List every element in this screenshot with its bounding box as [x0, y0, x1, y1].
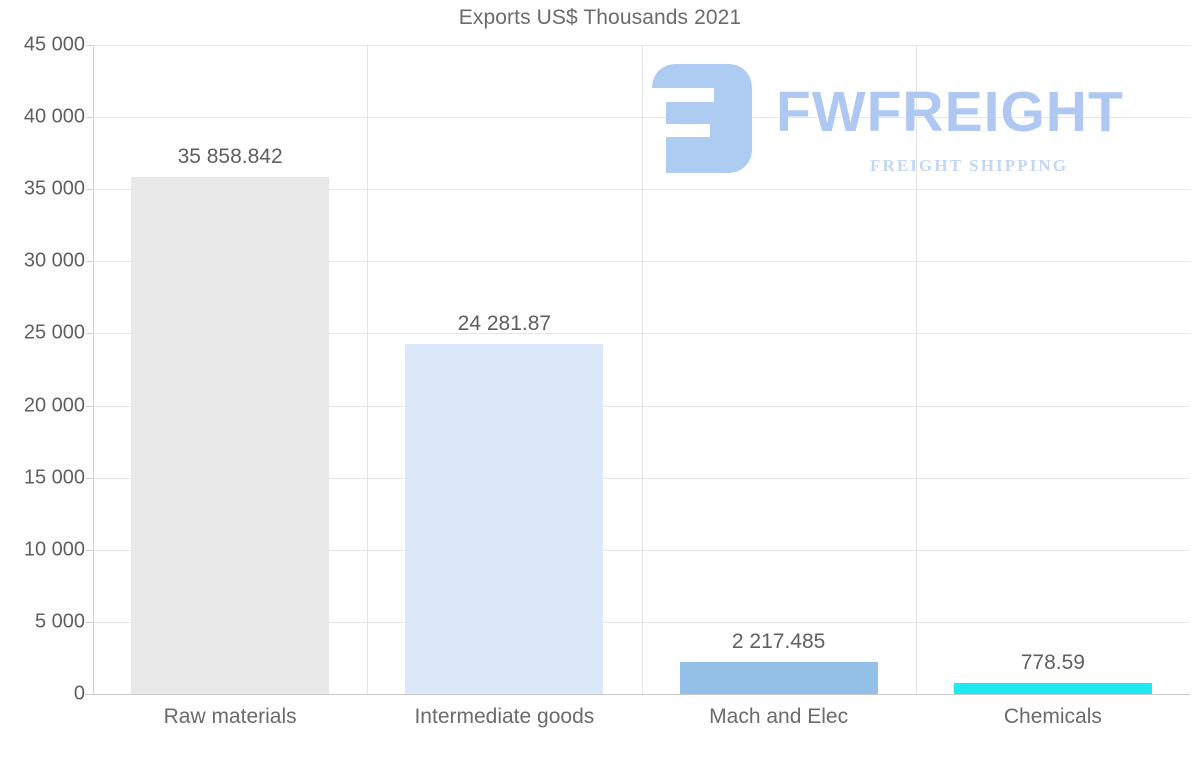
bar[interactable] [405, 343, 604, 694]
category-separator [367, 45, 368, 694]
x-axis-line [85, 694, 1190, 695]
gridline [93, 477, 1190, 479]
y-axis-tick-label: 45 000 [23, 33, 85, 56]
bar-value-label: 2 217.485 [731, 630, 826, 654]
bar-value-label: 24 281.87 [457, 311, 552, 335]
gridline [93, 189, 1190, 191]
x-axis-category-label: Raw materials [163, 705, 297, 728]
y-axis-tick-mark [86, 621, 93, 623]
gridline [93, 261, 1190, 263]
gridline [93, 549, 1190, 551]
gridline [93, 333, 1190, 335]
gridline [93, 405, 1190, 407]
y-axis-tick-label: 15 000 [23, 466, 85, 489]
bar-value-label: 778.59 [1020, 650, 1085, 674]
chart-title: Exports US$ Thousands 2021 [458, 6, 742, 29]
bar-value-label: 35 858.842 [177, 144, 283, 168]
bar[interactable] [679, 662, 878, 694]
y-axis-tick-mark [86, 477, 93, 479]
plot-area: 35 858.842 24 281.87 2 217.485 778.59 [93, 45, 1190, 694]
x-axis-category-label: Chemicals [1003, 705, 1102, 728]
y-axis-tick-label: 35 000 [23, 177, 85, 200]
y-axis-line [93, 45, 94, 695]
y-axis-tick-mark [86, 333, 93, 335]
y-axis-tick-label: 0 [73, 682, 85, 705]
bar[interactable] [953, 682, 1152, 694]
x-axis-category-label: Mach and Elec [709, 705, 849, 728]
y-axis-tick-label: 5 000 [34, 610, 85, 633]
y-axis-tick-mark [86, 117, 93, 119]
gridline [93, 117, 1190, 119]
y-axis-tick-label: 40 000 [23, 105, 85, 128]
y-axis-tick-mark [86, 45, 93, 46]
y-axis-tick-mark [86, 189, 93, 191]
y-axis: 0 5 000 10 000 15 000 20 000 25 000 30 000 35 0… [0, 0, 93, 763]
y-axis-tick-label: 25 000 [23, 321, 85, 344]
gridline [93, 45, 1190, 46]
y-axis-tick-label: 20 000 [23, 394, 85, 417]
x-axis-category-label: Intermediate goods [414, 705, 595, 728]
y-axis-tick-label: 10 000 [23, 538, 85, 561]
y-axis-tick-mark [86, 261, 93, 263]
y-axis-tick-mark [86, 405, 93, 407]
y-axis-tick-label: 30 000 [23, 249, 85, 272]
category-separator [642, 45, 643, 694]
category-separator [916, 45, 917, 694]
bar[interactable] [131, 176, 330, 694]
y-axis-tick-mark [86, 549, 93, 551]
gridline [93, 621, 1190, 623]
